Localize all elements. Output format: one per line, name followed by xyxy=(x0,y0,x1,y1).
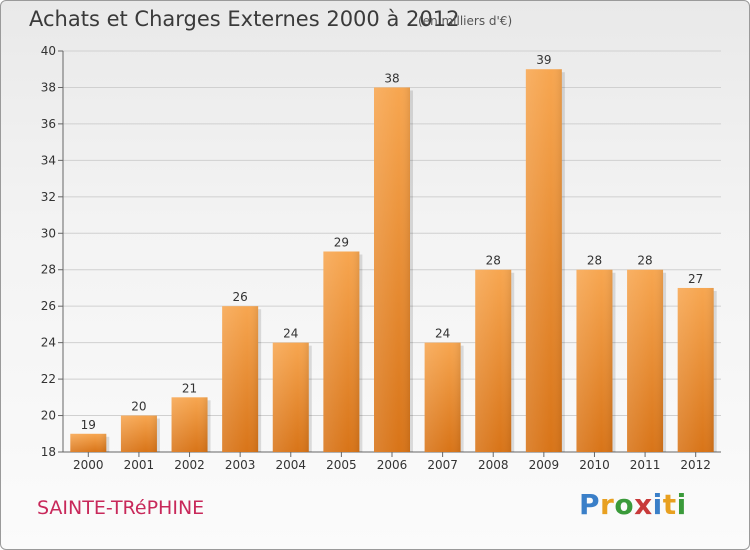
x-tick-label-2006: 2006 xyxy=(377,458,408,472)
y-tick-label: 36 xyxy=(41,117,56,131)
bar-highlight xyxy=(424,342,461,452)
bar-highlight xyxy=(272,342,309,452)
value-label-2000: 19 xyxy=(81,418,96,432)
proxiti-logo: Proxiti xyxy=(579,488,687,521)
bar-highlight xyxy=(323,251,360,452)
chart-unit: (en milliers d'€) xyxy=(418,14,513,28)
commune-name: SAINTE-TRéPHINE xyxy=(37,497,205,519)
y-tick-label: 40 xyxy=(41,44,56,58)
logo-letter: i xyxy=(676,488,687,521)
bar-highlight xyxy=(677,287,714,452)
bar-highlight xyxy=(576,269,613,452)
x-tick-label-2008: 2008 xyxy=(478,458,509,472)
bar-highlight xyxy=(525,69,562,453)
x-tick-label-2011: 2011 xyxy=(630,458,661,472)
x-tick-label-2002: 2002 xyxy=(174,458,205,472)
logo-letter: o xyxy=(614,488,635,521)
bar-highlight xyxy=(70,433,107,452)
bar-highlight xyxy=(475,269,512,452)
labels: 18 20 22 24 26 28 30 32 34 36 38 40 19 2000 20 2001 21 20… xyxy=(41,44,711,472)
value-label-2008: 28 xyxy=(486,254,501,268)
bar-highlight xyxy=(171,397,208,452)
y-tick-label: 24 xyxy=(41,336,56,350)
x-tick-label-2012: 2012 xyxy=(680,458,711,472)
value-label-2005: 29 xyxy=(334,236,349,250)
value-label-2012: 27 xyxy=(688,272,703,286)
logo-letter: r xyxy=(600,488,615,521)
y-tick-label: 34 xyxy=(41,153,56,167)
x-tick-label-2009: 2009 xyxy=(529,458,560,472)
y-tick-label: 28 xyxy=(41,263,56,277)
value-label-2011: 28 xyxy=(637,254,652,268)
chart-title: Achats et Charges Externes 2000 à 2012 xyxy=(29,7,460,31)
x-tick-label-2001: 2001 xyxy=(124,458,155,472)
y-tick-label: 30 xyxy=(41,226,56,240)
x-tick-label-2005: 2005 xyxy=(326,458,357,472)
y-tick-label: 38 xyxy=(41,80,56,94)
bars xyxy=(70,69,717,453)
logo-letter: x xyxy=(634,488,653,521)
x-tick-label-2007: 2007 xyxy=(427,458,458,472)
value-label-2010: 28 xyxy=(587,254,602,268)
bar-highlight xyxy=(627,269,664,452)
value-label-2001: 20 xyxy=(131,400,146,414)
x-tick-label-2000: 2000 xyxy=(73,458,104,472)
logo-letter: t xyxy=(662,488,677,521)
x-tick-label-2010: 2010 xyxy=(579,458,610,472)
value-label-2006: 38 xyxy=(384,71,399,85)
y-tick-label: 26 xyxy=(41,299,56,313)
logo-letter: P xyxy=(579,488,601,521)
logo-letter: i xyxy=(652,488,663,521)
y-tick-label: 32 xyxy=(41,190,56,204)
value-label-2007: 24 xyxy=(435,327,450,341)
x-tick-label-2003: 2003 xyxy=(225,458,256,472)
x-tick-label-2004: 2004 xyxy=(275,458,306,472)
value-label-2004: 24 xyxy=(283,327,298,341)
value-label-2009: 39 xyxy=(536,53,551,67)
bar-highlight xyxy=(222,306,259,452)
bar-highlight xyxy=(374,87,410,453)
value-label-2003: 26 xyxy=(233,290,248,304)
y-tick-label: 22 xyxy=(41,372,56,386)
y-tick-label: 18 xyxy=(41,445,56,459)
value-label-2002: 21 xyxy=(182,381,197,395)
bar-highlight xyxy=(120,415,157,452)
y-tick-label: 20 xyxy=(41,409,56,423)
